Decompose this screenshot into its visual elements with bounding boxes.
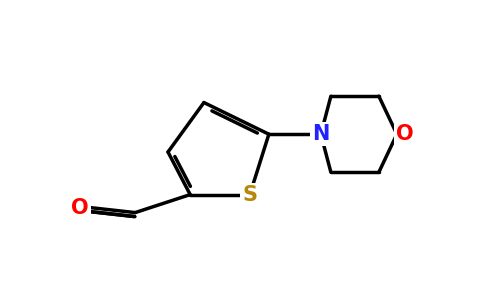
Text: O: O	[396, 124, 414, 144]
Text: N: N	[312, 124, 330, 144]
Text: S: S	[242, 184, 257, 205]
Text: O: O	[71, 198, 89, 218]
